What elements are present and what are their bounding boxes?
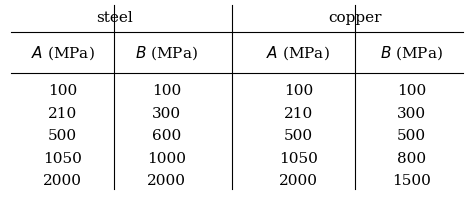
Text: 2000: 2000 — [43, 174, 82, 188]
Text: copper: copper — [328, 11, 382, 25]
Text: $A$ (MPa): $A$ (MPa) — [31, 44, 94, 62]
Text: 2000: 2000 — [147, 174, 186, 188]
Text: 800: 800 — [397, 152, 426, 166]
Text: 1500: 1500 — [392, 174, 431, 188]
Text: 210: 210 — [48, 107, 77, 121]
Text: 1000: 1000 — [147, 152, 186, 166]
Text: 500: 500 — [48, 129, 77, 143]
Text: 100: 100 — [283, 84, 313, 98]
Text: 300: 300 — [397, 107, 426, 121]
Text: 2000: 2000 — [279, 174, 318, 188]
Text: 210: 210 — [283, 107, 313, 121]
Text: 100: 100 — [48, 84, 77, 98]
Text: $A$ (MPa): $A$ (MPa) — [266, 44, 330, 62]
Text: 500: 500 — [397, 129, 426, 143]
Text: 1050: 1050 — [279, 152, 318, 166]
Text: $B$ (MPa): $B$ (MPa) — [380, 44, 443, 62]
Text: 100: 100 — [152, 84, 181, 98]
Text: 600: 600 — [152, 129, 181, 143]
Text: $B$ (MPa): $B$ (MPa) — [135, 44, 198, 62]
Text: 1050: 1050 — [43, 152, 82, 166]
Text: 300: 300 — [152, 107, 181, 121]
Text: 100: 100 — [397, 84, 426, 98]
Text: 500: 500 — [284, 129, 313, 143]
Text: steel: steel — [96, 11, 133, 25]
